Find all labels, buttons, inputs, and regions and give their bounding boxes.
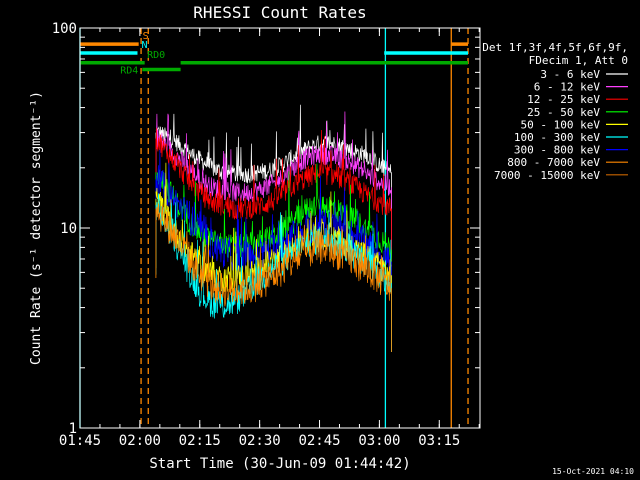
x-tick-label: 02:15 — [179, 433, 221, 449]
state-bar-label-s: S — [143, 31, 149, 42]
legend-label-7000-15000-kev: 7000 - 15000 keV — [494, 169, 600, 182]
x-tick-label: 02:30 — [239, 433, 281, 449]
series-line-6-12-kev — [155, 111, 392, 203]
x-tick-label: 02:45 — [298, 433, 340, 449]
legend-label-6-12-kev: 6 - 12 keV — [534, 81, 601, 94]
series-line-3-6-kev — [155, 104, 392, 184]
legend-label-300-800-kev: 300 - 800 keV — [514, 144, 600, 157]
x-tick-label: 03:15 — [418, 433, 460, 449]
y-tick-label: 10 — [60, 221, 77, 237]
y-axis-label: Count Rate (s⁻¹ detector segment⁻¹) — [29, 91, 44, 365]
x-tick-label: 02:00 — [119, 433, 161, 449]
chart-title: RHESSI Count Rates — [193, 3, 366, 22]
axis-ticks: 01:45 02:00 02:15 02:30 02:45 03:00 03:15 1 10 10… — [52, 21, 480, 449]
y-tick-label: 1 — [69, 421, 77, 437]
legend-header-line-1: Det 1f,3f,4f,5f,6f,9f, — [482, 41, 628, 54]
legend-label-100-300-kev: 100 - 300 keV — [514, 131, 600, 144]
legend-label-50-100-kev: 50 - 100 keV — [521, 118, 601, 131]
legend-label-3-6-kev: 3 - 6 keV — [540, 68, 600, 81]
legend-label-25-50-kev: 25 - 50 keV — [527, 106, 600, 119]
series-line-800-7000-kev — [155, 203, 392, 307]
footer-timestamp: 15-Oct-2021 04:10 — [552, 467, 634, 476]
legend: Det 1f,3f,4f,5f,6f,9f, FDecim 1, Att 0 3… — [482, 41, 628, 182]
state-bar-label-rd4: RD4 — [120, 66, 138, 77]
state-bar-label-rd0: RD0 — [147, 50, 165, 61]
legend-label-800-7000-kev: 800 - 7000 keV — [507, 156, 600, 169]
legend-label-12-25-kev: 12 - 25 keV — [527, 93, 600, 106]
legend-header-line-2: FDecim 1, Att 0 — [529, 54, 628, 67]
x-tick-label: 03:00 — [358, 433, 400, 449]
y-tick-label: 100 — [52, 21, 77, 37]
state-bar-label-n: N — [141, 40, 147, 51]
series-layer — [155, 104, 392, 352]
x-axis-label: Start Time (30-Jun-09 01:44:42) — [149, 456, 410, 472]
x-tick-label: 01:45 — [59, 433, 101, 449]
